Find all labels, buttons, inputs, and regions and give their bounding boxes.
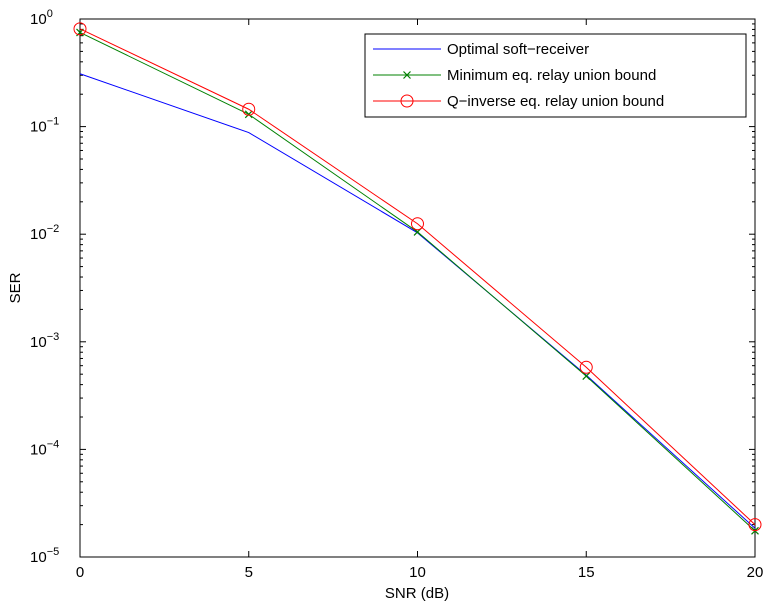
y-tick-label: 10−1 <box>30 116 59 136</box>
y-tick-label: 10−2 <box>30 223 59 243</box>
y-tick-label: 100 <box>30 8 53 28</box>
legend: Optimal soft−receiver Minimum eq. relay u… <box>364 33 747 118</box>
x-axis: 0 5 10 15 20 <box>76 19 764 581</box>
data-point <box>582 372 591 381</box>
data-point <box>73 22 87 36</box>
x-marker-stroke <box>403 71 411 79</box>
y-tick-label: 10−5 <box>30 546 59 566</box>
x-axis-label: SNR (dB) <box>385 585 449 602</box>
y-axis-label: SER <box>7 272 24 303</box>
y-tick-label-exponent: −3 <box>47 331 60 343</box>
y-tick-label-base: 10 <box>30 11 47 28</box>
y-tick-label-exponent: −5 <box>47 546 60 558</box>
series-line <box>79 73 756 529</box>
x-marker-stroke <box>244 110 253 119</box>
y-tick-label-exponent: −4 <box>47 438 60 450</box>
data-point <box>411 217 424 231</box>
y-tick-label-exponent: −2 <box>47 223 60 235</box>
y-tick-label-base: 10 <box>30 549 47 566</box>
x-tick-label: 15 <box>578 564 595 581</box>
x-tick-label: 5 <box>245 564 253 581</box>
y-tick-label-base: 10 <box>30 334 47 351</box>
x-tick-label: 0 <box>76 564 84 581</box>
x-marker-stroke <box>582 372 591 381</box>
y-tick-label-base: 10 <box>30 226 47 243</box>
data-point <box>242 102 256 116</box>
x-tick-label: 20 <box>747 564 764 581</box>
series-line <box>79 28 756 525</box>
y-tick-label-base: 10 <box>30 441 47 458</box>
y-tick-label-exponent: 0 <box>47 8 53 20</box>
legend-marker <box>403 71 411 79</box>
y-tick-label: 10−3 <box>30 331 59 351</box>
y-tick-label-base: 10 <box>30 119 47 136</box>
data-point <box>579 360 593 374</box>
x-tick-label: 10 <box>409 564 426 581</box>
series-layer <box>73 22 762 535</box>
series-3 <box>73 22 762 532</box>
legend-label: Minimum eq. relay union bound <box>447 67 656 84</box>
legend-label: Q−inverse eq. relay union bound <box>447 93 664 110</box>
series-1 <box>79 73 756 529</box>
y-tick-label: 10−4 <box>30 438 59 458</box>
data-point <box>244 110 253 119</box>
y-tick-label-exponent: −1 <box>47 116 60 128</box>
legend-marker <box>400 94 414 108</box>
data-point <box>748 518 762 532</box>
legend-label: Optimal soft−receiver <box>447 41 589 58</box>
